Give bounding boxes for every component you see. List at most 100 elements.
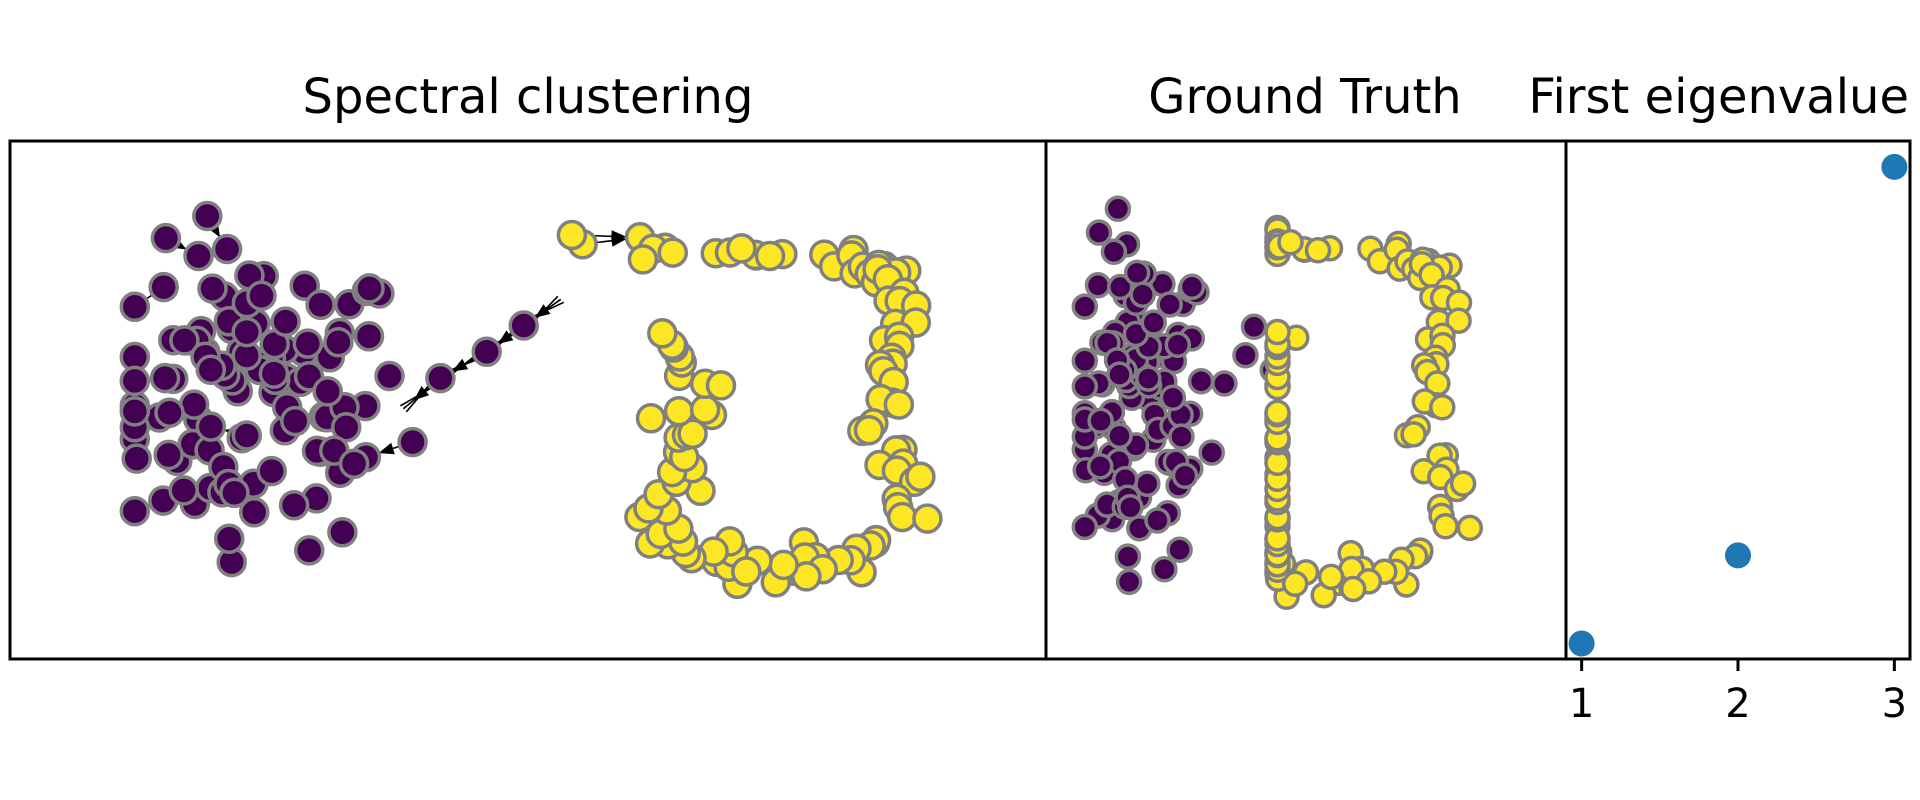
graph-node-purple bbox=[169, 325, 200, 356]
ground-truth-node-purple bbox=[1104, 195, 1132, 223]
graph-node-yellow bbox=[768, 549, 799, 581]
ground-truth-node-purple bbox=[1117, 493, 1144, 521]
graph-node-purple bbox=[153, 439, 184, 471]
panel-spectral-clustering: Spectral clustering bbox=[8, 69, 1048, 661]
graph-node-yellow bbox=[677, 418, 708, 450]
ground-truth-node-purple bbox=[1114, 543, 1142, 570]
ground-truth-node-purple bbox=[1211, 370, 1238, 397]
graph-node-yellow bbox=[663, 395, 695, 427]
graph-node-purple bbox=[471, 336, 502, 368]
graph-node-purple bbox=[508, 310, 539, 341]
eigenvalue-point bbox=[1881, 153, 1908, 180]
eigenvalue-point bbox=[1725, 542, 1751, 569]
graph-node-purple bbox=[119, 291, 151, 323]
graph-node-purple bbox=[213, 523, 245, 554]
graph-node-purple bbox=[195, 354, 227, 386]
graph-node-yellow bbox=[883, 389, 915, 420]
ground-truth-node-purple bbox=[1087, 407, 1114, 435]
ground-truth-node-purple bbox=[1166, 536, 1193, 564]
graph-node-purple bbox=[148, 271, 179, 303]
ground-truth-node-purple bbox=[1168, 423, 1195, 450]
ground-truth-node-purple bbox=[1135, 365, 1162, 392]
graph-edge-arrowhead bbox=[497, 330, 514, 344]
ground-truth-node-yellow bbox=[1456, 514, 1484, 542]
graph-node-purple bbox=[289, 270, 320, 301]
graph-node-purple bbox=[246, 280, 277, 311]
ground-truth-node-purple bbox=[1107, 273, 1134, 301]
graph-node-purple bbox=[374, 360, 405, 392]
ground-truth-node-purple bbox=[1085, 219, 1113, 246]
graph-node-purple bbox=[293, 535, 325, 566]
graph-node-purple bbox=[278, 489, 310, 521]
ground-truth-node-yellow bbox=[1317, 563, 1345, 591]
graph-node-yellow bbox=[705, 370, 737, 401]
graph-node-purple bbox=[280, 405, 311, 437]
graph-node-yellow bbox=[726, 233, 757, 264]
graph-node-yellow bbox=[731, 556, 762, 587]
x-tick-label: 1 bbox=[1569, 681, 1594, 727]
graph-node-purple bbox=[353, 321, 385, 352]
panel-ground-truth: Ground Truth bbox=[1044, 69, 1568, 661]
ground-truth-node-purple bbox=[1123, 259, 1151, 287]
graph-node-yellow bbox=[647, 318, 678, 349]
ground-truth-node-purple bbox=[1106, 361, 1133, 388]
eigenvalue-x-ticks: 1 2 3 bbox=[1569, 659, 1907, 727]
eigenvalue-point bbox=[1568, 630, 1595, 657]
graph-edge-arrowhead bbox=[413, 386, 430, 401]
ground-truth-node-purple bbox=[1071, 513, 1099, 541]
ground-truth-node-purple bbox=[1140, 309, 1167, 336]
graph-node-purple bbox=[119, 495, 151, 527]
graph-node-purple bbox=[397, 426, 428, 458]
graph-node-purple bbox=[150, 222, 182, 254]
graph-node-purple bbox=[119, 365, 151, 397]
ground-truth-node-purple bbox=[1151, 556, 1178, 583]
ground-truth-node-purple bbox=[1086, 453, 1114, 480]
panel-title-eigenvalue: First eigenvalue bbox=[1528, 69, 1909, 125]
graph-node-purple bbox=[312, 376, 343, 407]
graph-node-yellow bbox=[689, 394, 721, 425]
ground-truth-node-purple bbox=[1144, 507, 1171, 534]
graph-node-purple bbox=[231, 420, 263, 451]
ground-truth-node-purple bbox=[1187, 367, 1215, 395]
ground-truth-node-yellow bbox=[1277, 228, 1304, 256]
graph-node-yellow bbox=[905, 461, 936, 492]
graph-node-purple bbox=[154, 397, 185, 428]
graph-node-purple bbox=[219, 477, 250, 509]
ground-truth-node-purple bbox=[1129, 281, 1156, 308]
graph-node-yellow bbox=[886, 501, 918, 533]
graph-node-purple bbox=[305, 289, 336, 321]
ground-truth-node-purple bbox=[1156, 291, 1183, 318]
ground-truth-node-yellow bbox=[1339, 575, 1367, 603]
graph-nodes bbox=[119, 200, 943, 600]
x-tick-label: 2 bbox=[1725, 681, 1750, 727]
panel-title-ground-truth: Ground Truth bbox=[1148, 69, 1461, 125]
ground-truth-node-purple bbox=[1164, 331, 1192, 359]
graph-node-purple bbox=[119, 396, 151, 427]
graph-node-purple bbox=[425, 362, 456, 394]
graph-node-purple bbox=[327, 517, 358, 548]
ground-truth-node-purple bbox=[1071, 293, 1099, 320]
ground-truth-node-purple bbox=[1232, 341, 1259, 369]
ground-truth-node-yellow bbox=[1429, 394, 1456, 421]
graph-node-yellow bbox=[556, 219, 588, 251]
ground-truth-node-yellow bbox=[1264, 399, 1291, 426]
ground-truth-nodes bbox=[1071, 195, 1484, 611]
graph-node-purple bbox=[354, 273, 385, 304]
graph-node-purple bbox=[338, 448, 370, 479]
graph-node-purple bbox=[211, 233, 243, 265]
graph-node-purple bbox=[238, 497, 270, 528]
graph-node-purple bbox=[270, 306, 301, 337]
ground-truth-node-purple bbox=[1071, 373, 1099, 400]
x-tick-label: 3 bbox=[1882, 681, 1907, 727]
ground-truth-node-yellow bbox=[1449, 470, 1477, 497]
graph-node-yellow bbox=[754, 240, 786, 272]
panel-title-spectral: Spectral clustering bbox=[303, 69, 754, 125]
graph-node-purple bbox=[258, 358, 290, 389]
graph-node-purple bbox=[192, 200, 223, 232]
ground-truth-node-yellow bbox=[1400, 421, 1427, 448]
graph-edge-arrowhead bbox=[611, 230, 627, 243]
ground-truth-node-purple bbox=[1106, 422, 1133, 450]
ground-truth-node-yellow bbox=[1445, 307, 1472, 334]
graph-node-purple bbox=[323, 326, 354, 358]
graph-node-yellow bbox=[627, 244, 659, 275]
